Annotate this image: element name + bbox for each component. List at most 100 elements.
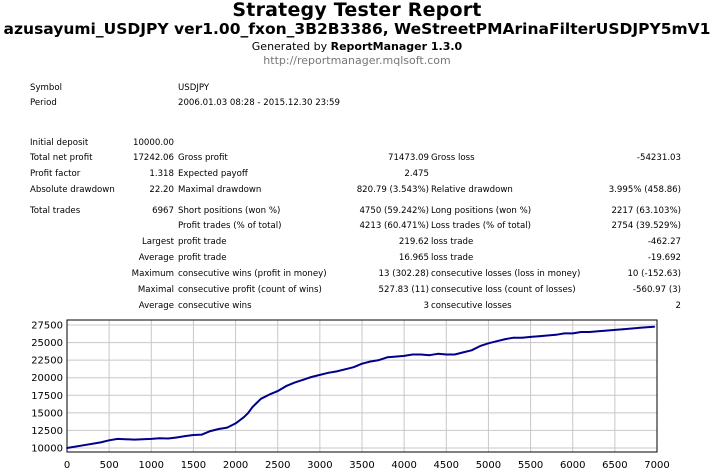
y-tick-label: 17500 [31,391,63,402]
y-tick-label: 10000 [31,444,63,455]
x-tick-label: 4500 [434,460,459,471]
y-tick-label: 27500 [31,321,63,332]
balance-point [260,397,262,400]
balance-point [411,353,414,356]
balance-point [378,359,380,361]
balance-point [614,329,616,331]
expected-payoff-value: 2.475 [404,169,429,179]
balance-point [66,447,68,449]
balance-point [479,345,481,347]
largest-profit-label: profit trade [178,237,227,247]
plot-frame [66,319,658,453]
total-trades-value: 6967 [152,206,174,216]
total-net-profit-label: Total net profit [30,153,93,163]
balance-point [133,438,136,441]
balance-point [521,336,523,339]
balance-point [630,327,633,330]
x-tick-label: 6500 [602,460,627,471]
long-positions-value: 2217 (63.103%) [611,206,681,216]
balance-point [150,438,153,440]
max-consec-losses-value: 10 (-152.63) [627,269,681,279]
max-consec-losses-label: consecutive losses (loss in money) [431,269,581,279]
maximal-label: Maximal [137,285,174,295]
balance-point [512,336,515,339]
balance-point [243,416,245,418]
balance-point [255,402,258,404]
balance-point [335,370,338,373]
balance-point [487,342,490,345]
total-net-profit-value: 17242.06 [132,153,174,163]
balance-point [184,435,186,437]
balance-point [546,334,549,337]
balance-point [529,336,532,338]
largest-profit-value: 219.62 [398,237,429,247]
largest-loss-value: -462.27 [647,237,681,247]
gross-loss-value: -54231.03 [636,153,681,163]
period-value: 2006.01.03 08:28 - 2015.12.30 23:59 [178,98,340,108]
short-positions-value: 4750 (59.242%) [359,206,429,216]
balance-point [276,390,279,392]
x-tick-label: 0 [64,460,70,471]
balance-line [66,325,655,449]
balance-point [496,340,498,343]
balance-point [310,376,313,378]
profit-trades-value: 4213 (60.471%) [359,221,429,231]
generated-by: Generated by ReportManager 1.3.0 [0,40,714,53]
balance-point [247,412,250,414]
balance-point [302,378,304,381]
website-link[interactable]: http://reportmanager.mqlsoft.com [263,54,451,67]
short-positions-label: Short positions (won %) [178,206,281,216]
absolute-drawdown-value: 22.20 [149,185,174,195]
balance-point [201,433,203,436]
generated-prefix: Generated by [251,40,331,53]
y-tick-label: 12500 [31,426,63,437]
x-tick-label: 7000 [644,460,669,471]
balance-point [192,434,195,436]
balance-point [175,436,178,439]
balance-point [344,368,346,371]
balance-point [462,351,464,354]
balance-point [217,428,220,430]
average-label: Average [138,253,174,263]
long-positions-label: Long positions (won %) [431,206,532,216]
balance-point [116,438,119,440]
gross-loss-label: Gross loss [431,153,475,163]
loss-trades-label: Loss trades (% of total) [431,221,531,231]
x-tick-label: 3500 [349,460,374,471]
maximal-consec-profit-label: consecutive profit (count of wins) [178,285,322,295]
initial-deposit-value: 10000.00 [132,138,174,148]
average-loss-value: -19.692 [647,253,681,263]
y-axis: 10000 12500 15000 17500 20000 22500 25000 27500 [31,321,63,455]
x-tick-label: 4000 [391,460,416,471]
series-group [66,325,656,449]
gross-profit-value: 71473.09 [387,153,429,163]
symbol-label: Symbol [30,83,63,93]
average2-label: Average [138,301,174,311]
profit-factor-value: 1.318 [149,169,174,179]
y-tick-label: 15000 [31,408,63,419]
x-tick-label: 3000 [307,460,332,471]
y-tick-label: 22500 [31,356,63,367]
balance-point [234,422,237,425]
x-tick-label: 2000 [223,460,248,471]
profit-trades-label: Profit trades (% of total) [178,221,282,231]
y-tick-label: 20000 [31,373,63,384]
balance-point [437,352,439,355]
balance-point [285,385,287,387]
loss-trades-value: 2754 (39.529%) [611,221,681,231]
x-tick-label: 5000 [476,460,501,471]
balance-point [563,332,566,335]
total-trades-label: Total trades [30,206,81,216]
balance-point [538,335,540,338]
initial-deposit-label: Initial deposit [30,138,89,148]
avg-consec-wins-label: consecutive wins [178,301,252,311]
balance-point [453,353,456,356]
relative-drawdown-value: 3.995% (458.86) [608,185,681,195]
avg-consec-losses-value: 2 [675,301,681,311]
balance-point [622,328,625,331]
balance-point [327,371,330,374]
balance-point [588,331,591,333]
balance-point [386,356,389,359]
gross-profit-label: Gross profit [178,153,228,163]
